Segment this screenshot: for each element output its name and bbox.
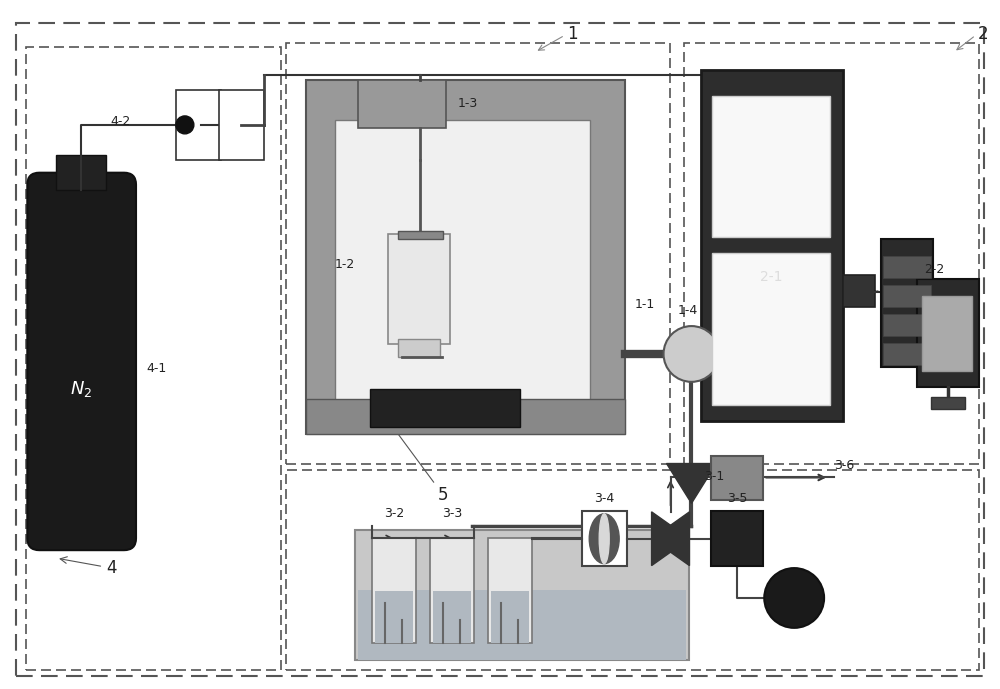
Bar	[883, 343, 931, 365]
Polygon shape	[652, 512, 689, 566]
Bar	[56, 155, 106, 189]
Bar	[582, 511, 627, 566]
Text: 2-2: 2-2	[924, 263, 944, 276]
Bar	[711, 455, 763, 500]
Bar	[430, 538, 474, 643]
Bar	[176, 90, 221, 160]
Text: 1-2: 1-2	[335, 258, 355, 271]
Bar	[433, 591, 471, 643]
Bar	[355, 531, 689, 660]
Bar	[388, 234, 450, 344]
Text: 2-1: 2-1	[760, 270, 782, 285]
Text: 3-2: 3-2	[384, 507, 404, 520]
Text: 3: 3	[356, 579, 393, 613]
Text: 1-4: 1-4	[677, 304, 698, 317]
Text: 3-1: 3-1	[704, 470, 725, 483]
Bar	[931, 397, 965, 409]
Bar	[286, 471, 979, 670]
Circle shape	[176, 116, 194, 134]
Ellipse shape	[589, 514, 619, 564]
Bar	[712, 96, 830, 238]
Text: 4-2: 4-2	[111, 115, 131, 128]
Bar	[358, 590, 686, 660]
Bar	[843, 276, 875, 307]
Text: 3-5: 3-5	[727, 493, 748, 505]
Bar	[922, 296, 972, 371]
Bar	[684, 43, 979, 464]
Bar	[488, 538, 532, 643]
Bar	[286, 43, 670, 464]
Ellipse shape	[599, 514, 609, 564]
Bar	[219, 90, 264, 160]
Bar	[883, 256, 931, 278]
Bar	[370, 389, 520, 426]
Text: 3-6: 3-6	[834, 460, 854, 473]
Text: 3-3: 3-3	[442, 507, 462, 520]
Bar	[335, 120, 590, 401]
Bar	[358, 80, 446, 128]
Bar	[375, 591, 413, 643]
Text: 3-4: 3-4	[594, 493, 614, 505]
Bar	[398, 339, 440, 357]
Text: 5: 5	[388, 420, 449, 504]
Polygon shape	[652, 512, 689, 566]
Bar	[306, 80, 625, 433]
Polygon shape	[667, 464, 716, 504]
Bar	[701, 70, 843, 421]
Text: $N_2$: $N_2$	[70, 379, 92, 399]
Bar	[883, 285, 931, 307]
Bar	[712, 254, 830, 404]
Bar	[711, 511, 763, 566]
Text: 1: 1	[567, 25, 577, 43]
Bar	[883, 314, 931, 336]
Circle shape	[664, 326, 719, 382]
Bar	[372, 538, 416, 643]
Bar	[398, 232, 443, 239]
Text: 1-1: 1-1	[635, 298, 655, 311]
Bar	[917, 279, 979, 387]
Text: 1-3: 1-3	[458, 97, 478, 110]
Bar	[491, 591, 529, 643]
Text: 4-1: 4-1	[146, 362, 166, 376]
Circle shape	[764, 568, 824, 628]
Bar	[26, 48, 281, 670]
Bar	[306, 399, 625, 433]
Text: 2: 2	[978, 25, 988, 43]
FancyBboxPatch shape	[27, 173, 136, 551]
Text: 4: 4	[60, 557, 117, 577]
Bar	[881, 239, 933, 367]
